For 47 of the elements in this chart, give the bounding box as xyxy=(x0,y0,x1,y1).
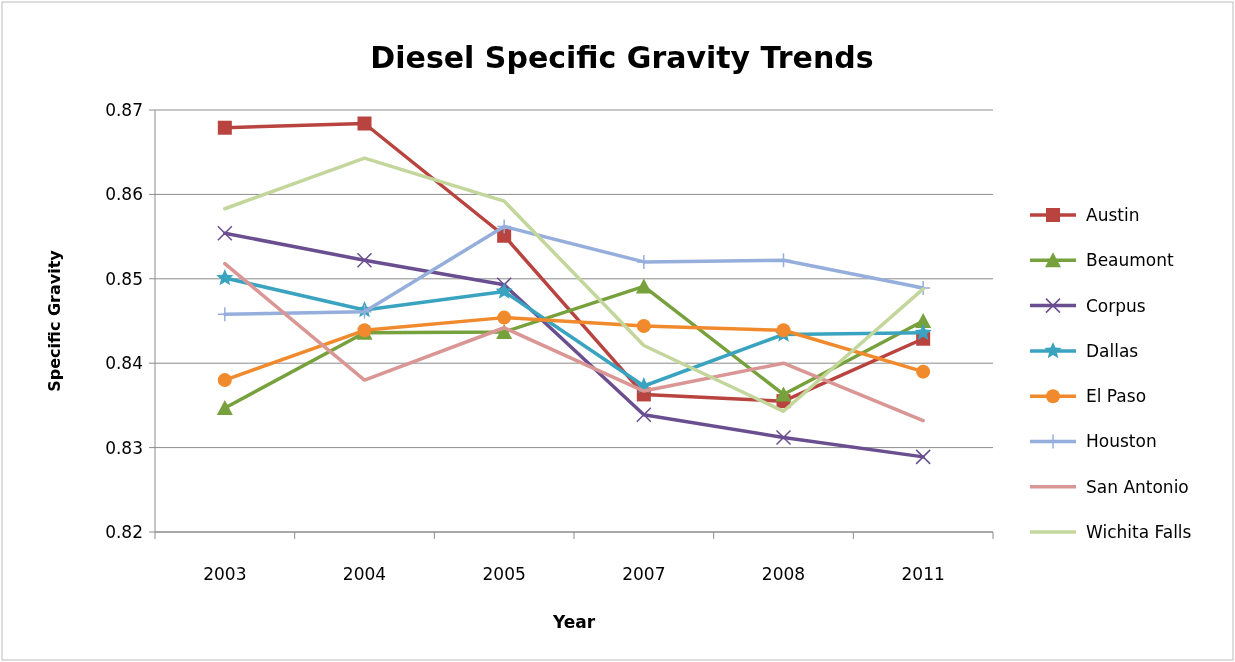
line-series xyxy=(223,156,925,414)
x-tick-label: 2007 xyxy=(622,564,666,584)
point xyxy=(916,364,931,379)
point xyxy=(915,449,931,465)
legend-label: Houston xyxy=(1086,431,1157,452)
x-axis-title: Year xyxy=(551,612,596,632)
point xyxy=(496,218,512,235)
y-axis-title: Specific Gravity xyxy=(45,249,64,392)
point xyxy=(775,429,792,446)
y-tick-label: 0.87 xyxy=(105,99,143,120)
point xyxy=(497,310,512,325)
y-tick-label: 0.82 xyxy=(105,521,143,542)
chart-title: Diesel Specific Gravity Trends xyxy=(370,40,874,75)
point xyxy=(496,276,512,293)
point xyxy=(636,406,652,423)
y-tick-label: 0.86 xyxy=(105,184,143,205)
point xyxy=(216,268,234,286)
point xyxy=(915,280,931,296)
x-tick-label: 2004 xyxy=(342,564,387,584)
point xyxy=(775,386,792,402)
point xyxy=(356,252,373,268)
x-tick-label: 2008 xyxy=(761,564,806,584)
point xyxy=(217,225,233,241)
point xyxy=(915,313,932,328)
legend-label: Dallas xyxy=(1086,340,1139,361)
legend-label: Wichita Falls xyxy=(1086,522,1192,543)
legend-label: Beaumont xyxy=(1086,250,1175,271)
legend-label: Austin xyxy=(1086,204,1140,225)
legend-label: El Paso xyxy=(1086,386,1147,407)
legend-label: Corpus xyxy=(1086,295,1146,316)
point xyxy=(217,120,232,135)
x-tick-label: 2003 xyxy=(203,564,247,584)
point xyxy=(216,399,233,415)
y-tick-label: 0.85 xyxy=(105,268,143,289)
point xyxy=(217,373,232,388)
point xyxy=(495,282,513,299)
point xyxy=(776,323,791,338)
y-tick-label: 0.83 xyxy=(105,437,143,458)
point xyxy=(635,278,652,294)
point xyxy=(636,319,651,334)
point xyxy=(357,116,372,131)
legend-label: San Antonio xyxy=(1086,476,1189,497)
x-tick-label: 2005 xyxy=(482,564,526,584)
line-series xyxy=(223,261,925,423)
x-tick-label: 2011 xyxy=(901,564,945,584)
point xyxy=(914,323,932,341)
y-tick-label: 0.84 xyxy=(105,353,143,374)
